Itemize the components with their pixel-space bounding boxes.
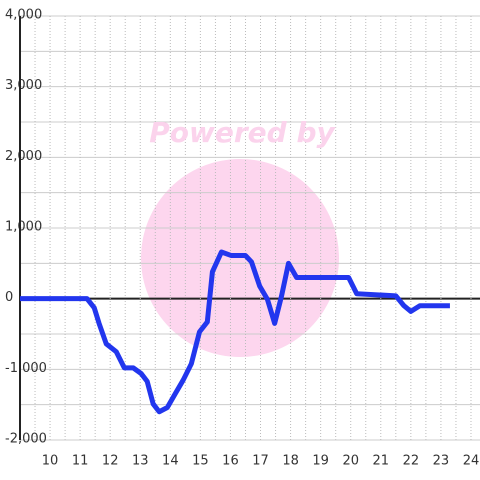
x-tick-label: 23 [433,454,450,469]
data-line [20,249,450,415]
x-tick-label: 14 [162,454,179,469]
x-tick-label: 22 [403,454,420,469]
x-tick-label: 21 [373,454,390,469]
x-tick-label: 24 [463,454,480,469]
x-tick-label: 12 [102,454,119,469]
y-tick-label: 4,000 [5,8,42,23]
y-tick-label: -2,000 [5,432,47,447]
watermark: Powered by [149,116,336,149]
x-tick-label: 20 [342,454,359,469]
x-tick-label: 17 [252,454,269,469]
x-tick-label: 13 [132,454,149,469]
x-tick-label: 10 [42,454,59,469]
y-tick-label: 0 [5,290,13,305]
y-tick-label: 1,000 [5,220,42,235]
y-tick-label: 2,000 [5,149,42,164]
x-tick-label: 19 [312,454,329,469]
x-tick-label: 11 [72,454,89,469]
y-tick-label: 3,000 [5,78,42,93]
x-tick-label: 18 [282,454,299,469]
x-tick-label: 16 [222,454,239,469]
y-tick-label: -1,000 [5,361,47,376]
x-tick-label: 15 [192,454,209,469]
